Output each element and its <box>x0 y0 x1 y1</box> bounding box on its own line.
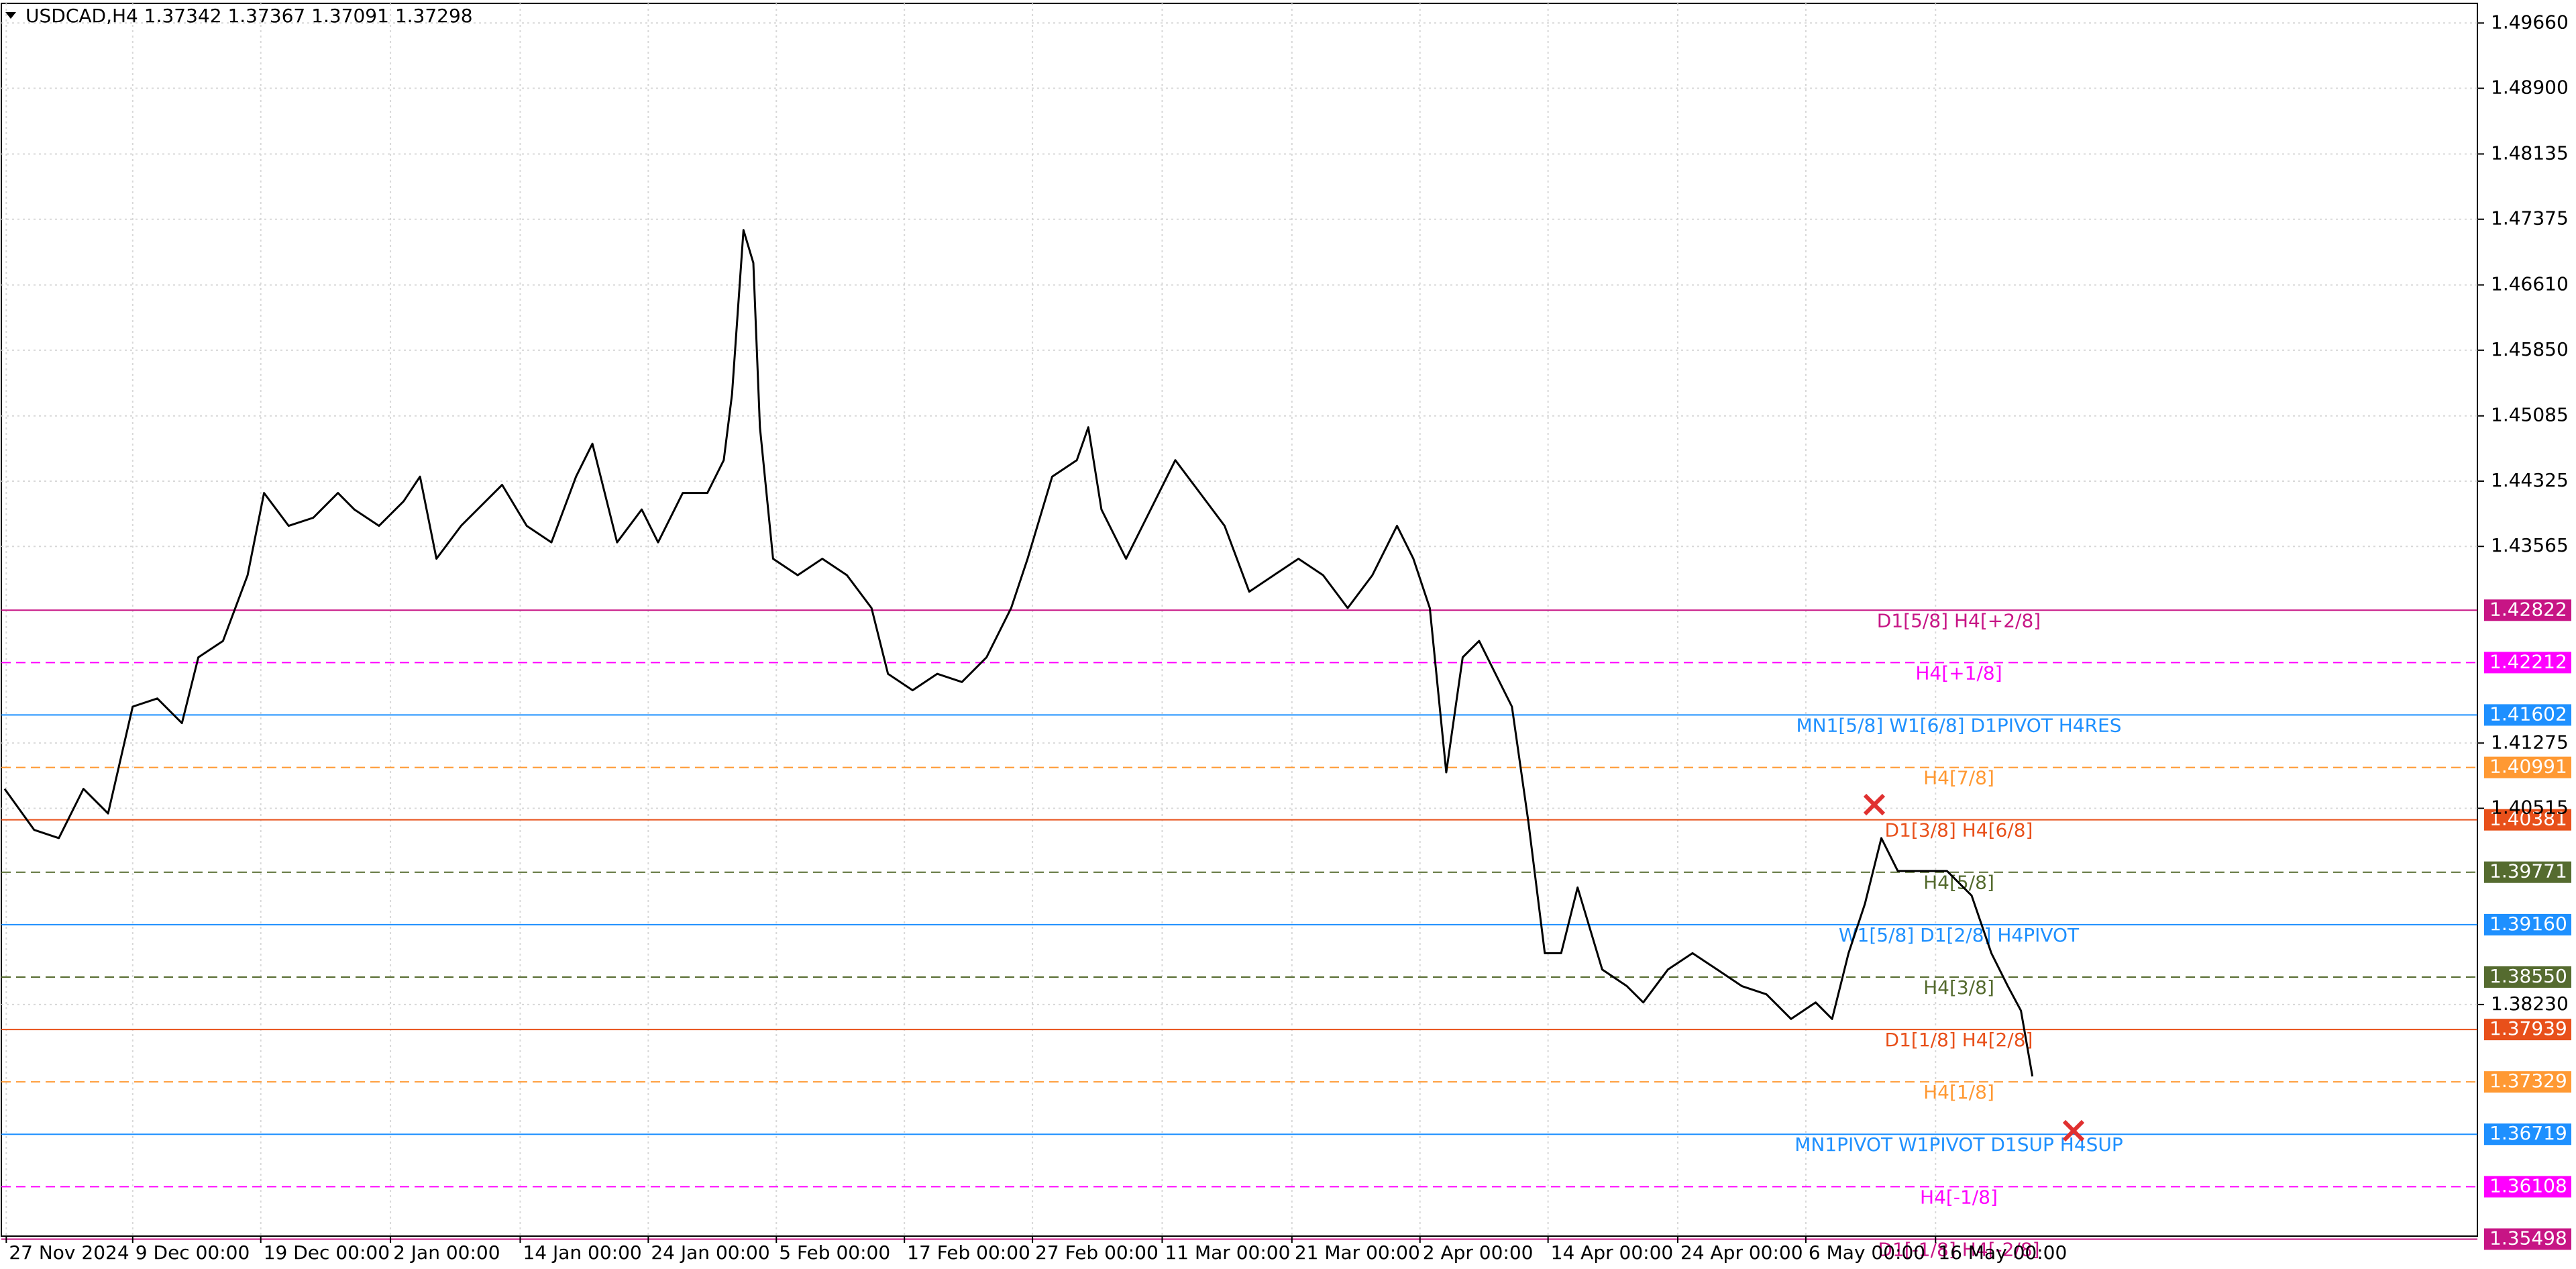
level-label: H4[-1/8] <box>1920 1186 1998 1208</box>
price-badge-label: 1.38550 <box>2489 965 2567 987</box>
price-badge <box>2484 704 2571 726</box>
y-tick-label: 1.48900 <box>2491 77 2569 99</box>
price-badge-label: 1.36719 <box>2489 1122 2567 1144</box>
plot-frame <box>1 3 2478 1237</box>
price-badge-label: 1.41602 <box>2489 703 2567 725</box>
price-badge <box>2484 1071 2571 1093</box>
x-tick-label: 24 Apr 00:00 <box>1680 1241 1803 1264</box>
price-badge <box>2484 756 2571 778</box>
x-tick-label: 9 Dec 00:00 <box>136 1241 250 1264</box>
price-badge-label: 1.39160 <box>2489 913 2567 935</box>
price-badge-label: 1.39771 <box>2489 860 2567 882</box>
y-tick-label: 1.40515 <box>2491 797 2569 819</box>
x-tick-label: 6 May 00:00 <box>1809 1241 1925 1264</box>
x-tick-label: 2 Jan 00:00 <box>393 1241 500 1264</box>
level-label: H4[+1/8] <box>1915 662 2002 684</box>
y-tick-label: 1.45085 <box>2491 404 2569 426</box>
y-tick-label: 1.45850 <box>2491 338 2569 360</box>
menu-triangle[interactable] <box>5 12 16 19</box>
x-tick-label: 14 Jan 00:00 <box>523 1241 641 1264</box>
marker-cross <box>1863 793 1886 816</box>
y-tick-label: 1.43565 <box>2491 534 2569 556</box>
x-tick-label: 16 May 00:00 <box>1938 1241 2067 1264</box>
marker-cross <box>2062 1119 2085 1142</box>
price-badge <box>2484 966 2571 988</box>
axes: 1.49660 1.48900 1.48135 1.47375 1.46610 1.458… <box>5 11 2569 1264</box>
price-badge <box>2484 1123 2571 1146</box>
y-tick-label: 1.46610 <box>2491 273 2569 295</box>
level-label: H4[3/8] <box>1923 976 1994 999</box>
price-badge <box>2484 1228 2571 1250</box>
price-badge-label: 1.40381 <box>2489 808 2567 830</box>
x-tick-label: 17 Feb 00:00 <box>907 1241 1030 1264</box>
price-badge <box>2484 861 2571 883</box>
levels: D1[5/8] H4[+2/8] 1.42822 H4[+1/8] 1.42212 MN… <box>1 598 2571 1260</box>
price-badge-label: 1.42212 <box>2489 650 2567 672</box>
price-line <box>3 229 2034 1077</box>
y-tick-label: 1.44325 <box>2491 469 2569 491</box>
level-label: D1[5/8] H4[+2/8] <box>1877 609 2041 631</box>
x-tick-label: 2 Apr 00:00 <box>1423 1241 1534 1264</box>
x-tick-label: 27 Nov 2024 <box>9 1241 129 1264</box>
level-label: H4[1/8] <box>1923 1081 1994 1103</box>
y-tick-label: 1.49660 <box>2491 11 2569 33</box>
x-tick-label: 19 Dec 00:00 <box>264 1241 390 1264</box>
price-badge <box>2484 913 2571 935</box>
x-tick-label: 21 Mar 00:00 <box>1295 1241 1420 1264</box>
price-badge-label: 1.42822 <box>2489 598 2567 620</box>
x-tick-label: 11 Mar 00:00 <box>1165 1241 1290 1264</box>
price-badge-label: 1.40991 <box>2489 756 2567 778</box>
price-badge-label: 1.36108 <box>2489 1174 2567 1197</box>
price-badge-label: 1.37939 <box>2489 1017 2567 1039</box>
level-label: H4[7/8] <box>1923 767 1994 789</box>
chart-title: USDCAD,H4 1.37342 1.37367 1.37091 1.3729… <box>25 5 473 27</box>
price-badge <box>2484 1019 2571 1041</box>
level-label: MN1[5/8] W1[6/8] D1PIVOT H4RES <box>1796 714 2121 736</box>
y-tick-label: 1.47375 <box>2491 207 2569 230</box>
price-badge <box>2484 809 2571 831</box>
x-tick-label: 14 Apr 00:00 <box>1551 1241 1674 1264</box>
price-badge <box>2484 599 2571 621</box>
price-badge <box>2484 652 2571 674</box>
plot <box>3 229 2034 1077</box>
y-tick-label: 1.38230 <box>2491 993 2569 1015</box>
price-badge-label: 1.35498 <box>2489 1227 2567 1249</box>
y-tick-label: 1.41275 <box>2491 731 2569 753</box>
level-label: D1[3/8] H4[6/8] <box>1885 819 2033 842</box>
y-tick-label: 1.48135 <box>2491 142 2569 164</box>
level-label: W1[5/8] D1[2/8] H4PIVOT <box>1839 924 2080 946</box>
level-label: MN1PIVOT W1PIVOT D1SUP H4SUP <box>1794 1133 2123 1156</box>
x-tick-label: 27 Feb 00:00 <box>1035 1241 1159 1264</box>
level-label: D1[-1/8] H4[-2/8] <box>1878 1238 2039 1260</box>
x-tick-label: 24 Jan 00:00 <box>651 1241 769 1264</box>
grid <box>1 3 2477 1236</box>
level-label: D1[1/8] H4[2/8] <box>1885 1029 2033 1051</box>
price-badge <box>2484 1176 2571 1198</box>
x-tick-label: 5 Feb 00:00 <box>779 1241 890 1264</box>
price-badge-label: 1.37329 <box>2489 1070 2567 1092</box>
